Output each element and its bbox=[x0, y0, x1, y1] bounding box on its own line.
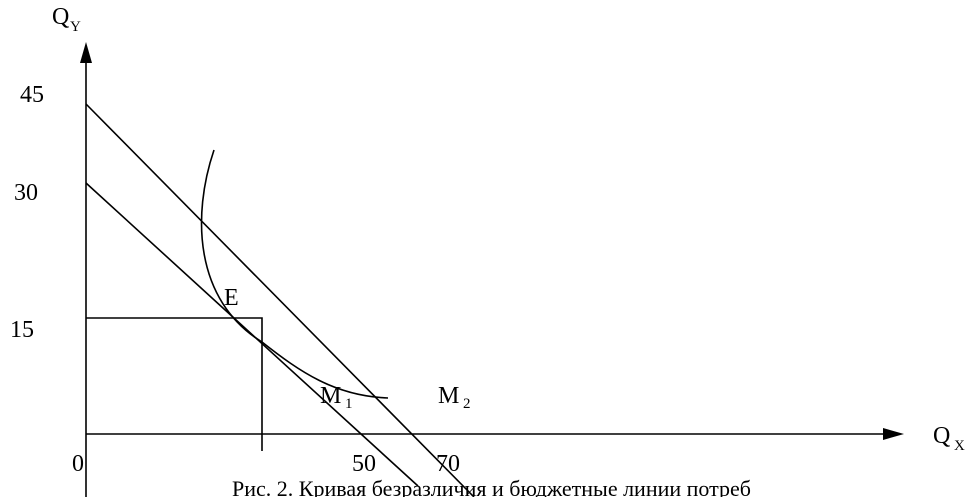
figure-caption: Рис. 2. Кривая безразличия и бюджетные л… bbox=[232, 476, 751, 497]
indifference-curve bbox=[200, 149, 389, 399]
y-tick-45: 45 bbox=[20, 82, 44, 108]
y-tick-15: 15 bbox=[10, 317, 34, 343]
origin-label: 0 bbox=[72, 451, 84, 477]
x-tick-50: 50 bbox=[352, 451, 376, 477]
y-axis-arrowhead bbox=[80, 42, 92, 63]
x-axis-label: Q bbox=[933, 423, 950, 449]
x-tick-70: 70 bbox=[436, 451, 460, 477]
equilibrium-label: E bbox=[224, 285, 239, 311]
y-axis-label: Q bbox=[52, 4, 69, 30]
y-axis-label-subscript: Y bbox=[70, 19, 81, 35]
budget-line-m2 bbox=[85, 103, 475, 497]
m1-label: M bbox=[320, 383, 341, 409]
x-axis-label-subscript: X bbox=[954, 438, 965, 454]
equilibrium-projection-lines bbox=[86, 317, 263, 451]
m1-label-subscript: 1 bbox=[345, 396, 353, 412]
y-tick-30: 30 bbox=[14, 180, 38, 206]
m2-label: M bbox=[438, 383, 459, 409]
x-axis-arrowhead bbox=[883, 428, 904, 440]
m2-label-subscript: 2 bbox=[463, 396, 471, 412]
